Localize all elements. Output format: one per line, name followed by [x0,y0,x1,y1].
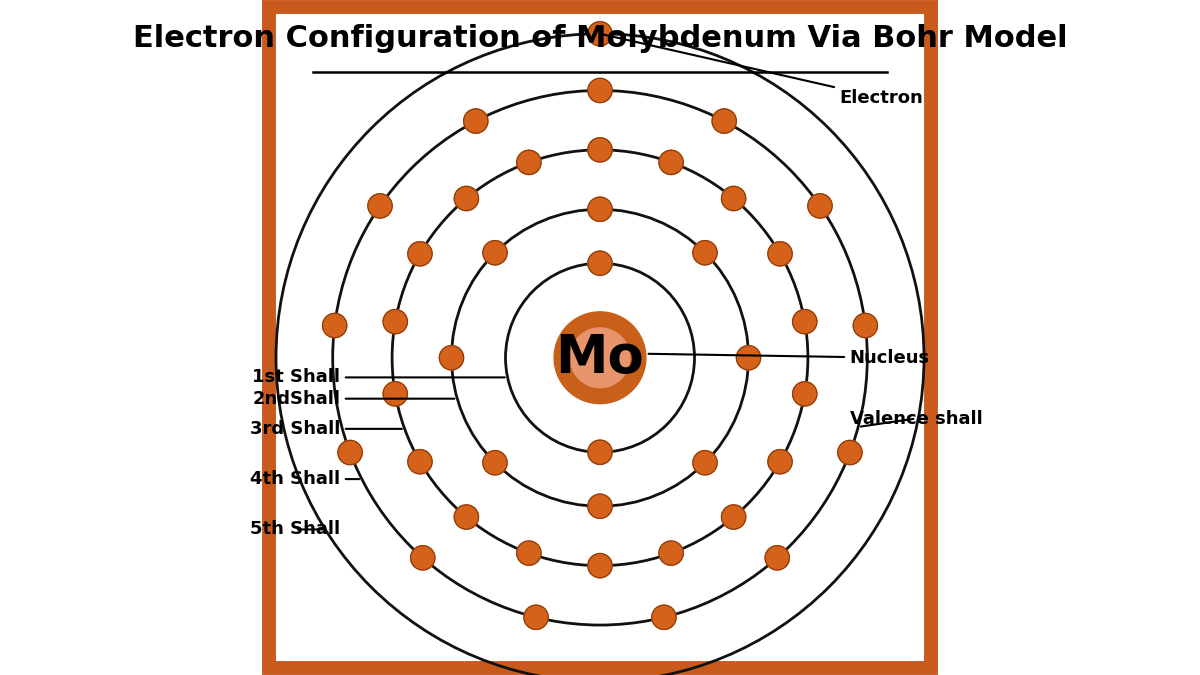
Text: Valence shall: Valence shall [850,410,983,427]
Circle shape [482,240,508,265]
Circle shape [692,451,718,475]
Circle shape [554,312,646,404]
Text: 1st Shall: 1st Shall [252,369,505,386]
Circle shape [588,494,612,518]
Circle shape [768,242,792,266]
Circle shape [588,440,612,464]
Circle shape [455,505,479,529]
FancyBboxPatch shape [269,7,931,668]
Circle shape [721,186,745,211]
Circle shape [482,451,508,475]
Circle shape [588,78,612,103]
Circle shape [652,605,676,629]
Text: 2ndShall: 2ndShall [252,389,455,408]
Text: Electron Configuration of Molybdenum Via Bohr Model: Electron Configuration of Molybdenum Via… [133,24,1067,53]
Circle shape [792,310,817,334]
Circle shape [408,450,432,474]
Circle shape [737,346,761,370]
Text: Mo: Mo [556,331,644,384]
Circle shape [692,240,718,265]
Circle shape [455,186,479,211]
Circle shape [853,313,877,338]
Circle shape [768,450,792,474]
Circle shape [766,545,790,570]
Circle shape [323,313,347,338]
Circle shape [524,605,548,629]
Circle shape [588,138,612,162]
Circle shape [588,251,612,275]
Circle shape [659,541,683,565]
Circle shape [517,151,541,175]
Circle shape [712,109,737,133]
Circle shape [659,151,683,175]
Text: Electron: Electron [602,34,923,107]
Circle shape [588,197,612,221]
Circle shape [368,194,392,218]
Circle shape [439,346,463,370]
Circle shape [588,554,612,578]
Circle shape [463,109,488,133]
Circle shape [838,440,862,464]
Text: 3rd Shall: 3rd Shall [250,420,402,438]
Circle shape [408,242,432,266]
Circle shape [383,381,408,406]
Text: 4th Shall: 4th Shall [250,470,359,488]
Circle shape [517,541,541,565]
Circle shape [721,505,745,529]
Circle shape [570,328,630,387]
Text: 5th Shall: 5th Shall [250,520,340,539]
Text: Nucleus: Nucleus [648,349,930,367]
Circle shape [808,194,832,218]
Circle shape [383,310,408,334]
Circle shape [410,545,434,570]
Circle shape [338,440,362,464]
Circle shape [792,381,817,406]
Circle shape [588,22,612,46]
